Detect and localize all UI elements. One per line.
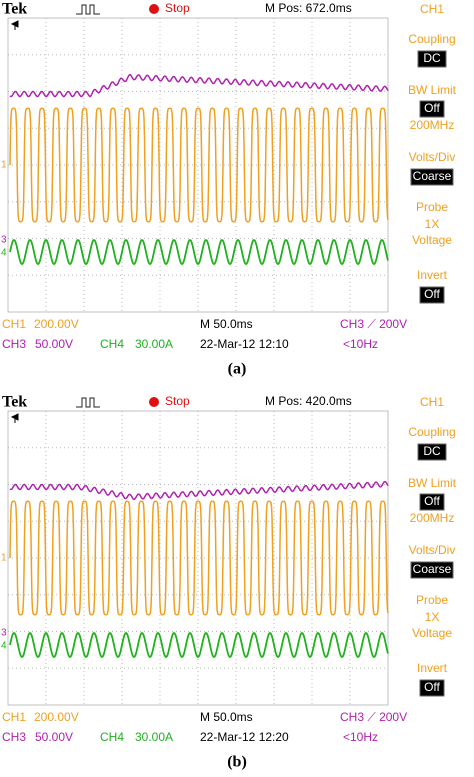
- status-text: CH3 ⟋ 200V: [340, 317, 407, 331]
- menu-value: Coarse: [413, 169, 452, 183]
- menu-label: Invert: [417, 661, 448, 675]
- menu-label: Voltage: [412, 233, 452, 247]
- menu-value: Off: [424, 101, 440, 115]
- run-state: Stop: [165, 1, 190, 15]
- menu-value-box: [417, 443, 447, 461]
- menu-label: 200MHz: [410, 511, 455, 525]
- menu-value: Off: [424, 287, 440, 301]
- menu-label: 200MHz: [410, 118, 455, 132]
- menu-value-box: [410, 168, 454, 186]
- ch1-trace: [9, 500, 389, 616]
- status-text: CH4: [100, 337, 124, 351]
- status-text: CH3: [2, 730, 26, 744]
- menu-value-box: [419, 493, 445, 511]
- status-text: 200.00V: [34, 317, 79, 331]
- cursor-arrow: [10, 20, 19, 30]
- status-text: 30.00A: [135, 730, 173, 744]
- status-text: 30.00A: [135, 337, 173, 351]
- ch3-trace: [9, 480, 389, 501]
- menu-label: Voltage: [412, 626, 452, 640]
- status-text: 22-Mar-12 12:20: [200, 730, 289, 744]
- menu-label: Coupling: [408, 32, 455, 46]
- menu-value-box: [417, 50, 447, 68]
- status-text: 50.00V: [35, 337, 73, 351]
- brand: Tek: [2, 394, 27, 411]
- menu-channel: CH1: [420, 395, 444, 409]
- status-text: 50.00V: [35, 730, 73, 744]
- status-text: M 50.0ms: [200, 710, 253, 724]
- status-text: M 50.0ms: [200, 317, 253, 331]
- status-text: CH1: [2, 710, 26, 724]
- menu-value-box: [419, 100, 445, 118]
- channel-marker: 1: [1, 160, 7, 171]
- status-text: CH3 ⟋ 200V: [340, 710, 407, 724]
- menu-label: Coupling: [408, 425, 455, 439]
- stop-icon: [149, 397, 159, 407]
- scope-panel: Tek Stop M Pos: 420.0ms CH1 1 3 4 Coupling DC BW …: [1, 394, 457, 771]
- menu-channel: CH1: [420, 2, 444, 16]
- menu-value-box: [410, 561, 454, 579]
- brand: Tek: [2, 1, 27, 18]
- scope-panel: Tek Stop M Pos: 672.0ms CH1 1 3 4 Coupling DC BW …: [1, 1, 457, 378]
- stop-icon: [149, 4, 159, 14]
- channel-marker: 3: [1, 628, 7, 639]
- menu-value: Coarse: [413, 562, 452, 576]
- cursor-arrow: [10, 413, 19, 423]
- ch4-trace: [9, 632, 389, 658]
- menu-label: 1X: [425, 217, 440, 231]
- trigger-icon: [76, 4, 100, 15]
- channel-marker: 1: [1, 553, 7, 564]
- channel-marker: 4: [1, 641, 7, 652]
- status-text: 200.00V: [34, 710, 79, 724]
- status-text: CH1: [2, 317, 26, 331]
- status-text: <10Hz: [343, 730, 378, 744]
- caption: (b): [227, 754, 247, 771]
- run-state: Stop: [165, 394, 190, 408]
- menu-value: Off: [424, 680, 440, 694]
- menu-value-box: [419, 679, 445, 697]
- ch1-trace: [9, 107, 389, 223]
- menu-label: BW Limit: [408, 83, 457, 97]
- status-text: CH3: [2, 337, 26, 351]
- menu-value: DC: [423, 444, 441, 458]
- ch4-trace: [9, 239, 389, 265]
- status-text: CH4: [100, 730, 124, 744]
- menu-label: Invert: [417, 268, 448, 282]
- menu-label: Probe: [416, 593, 448, 607]
- position: M Pos: 420.0ms: [265, 394, 352, 408]
- status-text: <10Hz: [343, 337, 378, 351]
- menu-label: Volts/Div: [409, 150, 456, 164]
- menu-label: Probe: [416, 200, 448, 214]
- menu-label: 1X: [425, 610, 440, 624]
- ch3-trace: [9, 73, 389, 98]
- status-text: 22-Mar-12 12:10: [200, 337, 289, 351]
- menu-label: BW Limit: [408, 476, 457, 490]
- channel-marker: 3: [1, 235, 7, 246]
- menu-value: DC: [423, 51, 441, 65]
- position: M Pos: 672.0ms: [265, 1, 352, 15]
- caption: (a): [228, 361, 247, 378]
- menu-value-box: [419, 286, 445, 304]
- menu-label: Volts/Div: [409, 543, 456, 557]
- menu-value: Off: [424, 494, 440, 508]
- trigger-icon: [76, 397, 100, 408]
- channel-marker: 4: [1, 248, 7, 259]
